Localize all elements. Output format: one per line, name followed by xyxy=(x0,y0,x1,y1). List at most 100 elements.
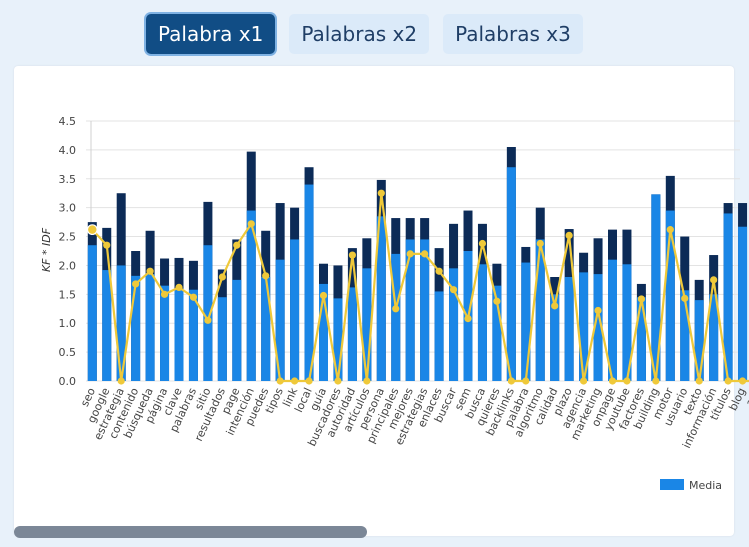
bar-media xyxy=(723,213,733,381)
line-point xyxy=(493,297,501,305)
bar-media xyxy=(420,239,430,381)
bar-media xyxy=(304,184,314,381)
y-tick-label: 3.0 xyxy=(59,202,77,215)
line-point xyxy=(233,241,241,249)
line-point xyxy=(117,377,125,385)
bar-media xyxy=(174,288,184,381)
line-point xyxy=(319,291,328,300)
bar-media xyxy=(203,245,213,381)
legend-label-media: Media xyxy=(689,479,722,492)
bar-media xyxy=(160,285,170,381)
bar-media xyxy=(579,272,589,381)
y-tick-label: 2.0 xyxy=(59,259,77,272)
line-point xyxy=(262,272,270,280)
line-point xyxy=(334,377,342,385)
line-point xyxy=(175,283,183,291)
y-tick-label: 4.0 xyxy=(59,144,77,157)
bar-media xyxy=(333,298,343,381)
bar-media xyxy=(477,264,487,381)
line-point xyxy=(536,239,544,248)
line-point xyxy=(377,189,385,197)
line-point xyxy=(348,251,356,259)
y-tick-label: 1.0 xyxy=(59,317,77,330)
line-point xyxy=(478,239,487,248)
bar-media xyxy=(564,277,574,381)
line-point xyxy=(580,377,588,385)
bar-media xyxy=(622,264,632,381)
line-point xyxy=(652,377,660,385)
bar-media xyxy=(347,287,357,381)
line-point xyxy=(146,267,154,275)
line-point xyxy=(507,377,515,385)
line-point xyxy=(218,273,226,281)
bar-media xyxy=(275,259,285,381)
line-point xyxy=(594,306,602,315)
line-point xyxy=(247,220,255,228)
line-point xyxy=(681,294,689,302)
y-tick-label: 0.5 xyxy=(59,346,77,359)
x-tick-label: arti xyxy=(743,386,749,408)
bar-media xyxy=(87,245,97,381)
y-axis-label: KF * IDF xyxy=(40,227,53,272)
line-point xyxy=(623,377,631,385)
line-point xyxy=(103,241,111,249)
y-axis: 0.0 0.5 1.0 1.5 2.0 2.5 3.0 3.5 4.0 4.5 xyxy=(59,115,92,388)
line-point xyxy=(204,316,212,324)
tab-bar: Palabra x1 Palabras x2 Palabras x3 xyxy=(146,14,583,54)
bar-media xyxy=(665,210,675,381)
bar-media xyxy=(188,289,198,381)
bar-media xyxy=(492,285,502,381)
line-point xyxy=(363,377,371,385)
y-tick-label: 4.5 xyxy=(59,115,77,128)
y-tick-label: 0.0 xyxy=(59,375,77,388)
line-point xyxy=(449,286,458,294)
line-point xyxy=(565,231,573,239)
tab-palabras-x2[interactable]: Palabras x2 xyxy=(289,14,430,54)
line-point xyxy=(608,377,617,385)
line-point xyxy=(435,267,443,275)
y-tick-label: 2.5 xyxy=(59,231,77,244)
bar-media xyxy=(362,268,372,381)
line-point xyxy=(276,377,284,385)
line-point xyxy=(291,377,299,385)
bar-media xyxy=(680,290,690,381)
x-axis: seogoogleestrategiacontenidobúsquedapági… xyxy=(78,385,749,450)
tab-palabras-x3[interactable]: Palabras x3 xyxy=(443,14,583,54)
bar-media xyxy=(550,294,560,381)
bar-media xyxy=(535,239,545,381)
line-point xyxy=(392,305,400,313)
bar-media xyxy=(131,275,141,381)
bar-media xyxy=(608,259,617,381)
bar-media xyxy=(636,297,646,381)
bar-media xyxy=(145,274,155,381)
tab-palabra-x1[interactable]: Palabra x1 xyxy=(146,14,276,54)
line-point xyxy=(406,250,414,258)
legend-swatch xyxy=(660,479,684,490)
line-point xyxy=(189,293,198,301)
y-tick-label: 3.5 xyxy=(59,173,77,186)
bar-media xyxy=(593,274,603,381)
line-point xyxy=(710,276,718,284)
line-point xyxy=(86,224,98,236)
bar-media xyxy=(232,279,242,381)
line-point xyxy=(724,377,732,385)
line-point xyxy=(421,250,429,258)
bar-media xyxy=(521,262,531,381)
bar-media xyxy=(434,291,444,381)
line-point xyxy=(551,302,559,310)
line-point xyxy=(160,290,169,298)
line-point xyxy=(738,377,747,385)
legend: Media xyxy=(660,479,722,492)
bar-media xyxy=(246,210,256,381)
bar-media xyxy=(405,239,415,381)
horizontal-scrollbar[interactable] xyxy=(14,526,367,538)
line-point xyxy=(695,377,703,385)
bars xyxy=(87,147,748,381)
bar-media xyxy=(116,265,126,381)
line-point xyxy=(637,295,646,303)
bar-media xyxy=(738,226,748,381)
line-point xyxy=(666,226,674,234)
bar-media xyxy=(449,268,459,381)
bar-media xyxy=(391,253,401,381)
